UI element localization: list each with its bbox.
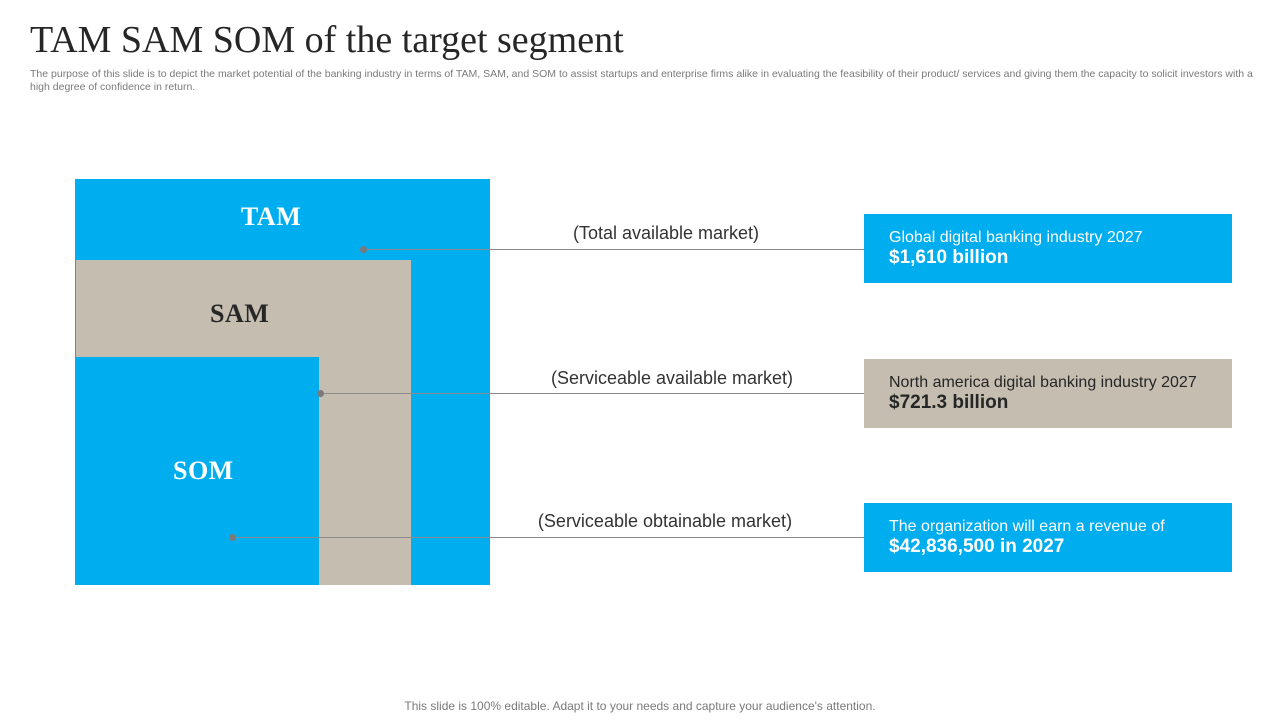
tam-description: Global digital banking industry 2027	[889, 229, 1143, 246]
sam-connector-line	[320, 393, 864, 394]
som-value: $42,836,500 in 2027	[889, 536, 1065, 557]
som-connector-line	[232, 537, 864, 538]
tam-value: $1,610 billion	[889, 247, 1009, 268]
sam-market-name: (Serviceable available market)	[550, 368, 794, 388]
sam-description: North america digital banking industry 2…	[889, 374, 1197, 391]
slide-subtitle: The purpose of this slide is to depict t…	[30, 68, 1253, 93]
sam-value: $721.3 billion	[889, 392, 1009, 413]
som-description: The organization will earn a revenue of	[889, 518, 1165, 535]
som-market-name: (Serviceable obtainable market)	[537, 511, 793, 531]
slide-title: TAM SAM SOM of the target segment	[30, 19, 624, 61]
som-block	[76, 357, 319, 585]
som-connector-dot	[229, 534, 236, 541]
tam-connector-line	[363, 249, 864, 250]
tam-label: TAM	[241, 202, 302, 231]
tam-market-name: (Total available market)	[572, 223, 760, 243]
sam-connector-dot	[317, 390, 324, 397]
som-value-card: The organization will earn a revenue of …	[864, 503, 1232, 572]
sam-label: SAM	[210, 299, 270, 328]
slide-footer: This slide is 100% editable. Adapt it to…	[404, 699, 876, 713]
tam-value-card: Global digital banking industry 2027 $1,…	[864, 214, 1232, 283]
sam-value-card: North america digital banking industry 2…	[864, 359, 1232, 428]
tam-connector-dot	[360, 246, 367, 253]
som-label: SOM	[173, 456, 234, 485]
